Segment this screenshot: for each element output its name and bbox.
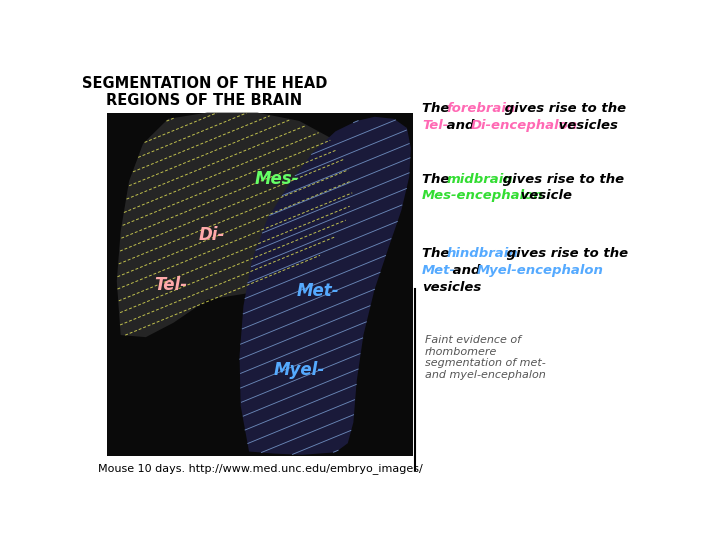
Text: Met-: Met-: [422, 264, 456, 277]
Text: SEGMENTATION OF THE HEAD: SEGMENTATION OF THE HEAD: [81, 76, 327, 91]
Text: The: The: [422, 102, 454, 115]
Text: Di-: Di-: [199, 226, 225, 244]
Text: forebrain: forebrain: [447, 102, 516, 115]
Text: Di-encephalon: Di-encephalon: [471, 119, 578, 132]
Text: Tel-: Tel-: [422, 119, 449, 132]
Text: REGIONS OF THE BRAIN: REGIONS OF THE BRAIN: [107, 93, 302, 107]
Polygon shape: [240, 117, 411, 455]
Text: and: and: [449, 264, 485, 277]
Text: Faint evidence of
rhombomere
segmentation of met-
and myel-encephalon: Faint evidence of rhombomere segmentatio…: [425, 335, 546, 380]
Text: gives rise to the: gives rise to the: [498, 173, 624, 186]
Text: Tel-: Tel-: [154, 276, 187, 294]
Text: Mouse 10 days. http://www.med.unc.edu/embryo_images/: Mouse 10 days. http://www.med.unc.edu/em…: [99, 463, 423, 474]
Text: vesicle: vesicle: [516, 190, 572, 202]
Text: Myel-encephalon: Myel-encephalon: [477, 264, 604, 277]
Text: Met-: Met-: [297, 282, 339, 300]
Text: gives rise to the: gives rise to the: [503, 247, 629, 260]
Text: vesicles: vesicles: [554, 119, 618, 132]
Text: hindbrain: hindbrain: [447, 247, 518, 260]
Text: vesicles: vesicles: [422, 281, 481, 294]
Bar: [107, 113, 413, 456]
Text: The: The: [422, 247, 454, 260]
Text: and: and: [442, 119, 480, 132]
Text: midbrain: midbrain: [447, 173, 513, 186]
Polygon shape: [117, 113, 354, 337]
Text: Mes-encephalon: Mes-encephalon: [422, 190, 544, 202]
Text: Myel-: Myel-: [274, 361, 325, 380]
Text: The: The: [422, 173, 454, 186]
Text: Mes-: Mes-: [255, 170, 299, 188]
Text: gives rise to the: gives rise to the: [500, 102, 626, 115]
